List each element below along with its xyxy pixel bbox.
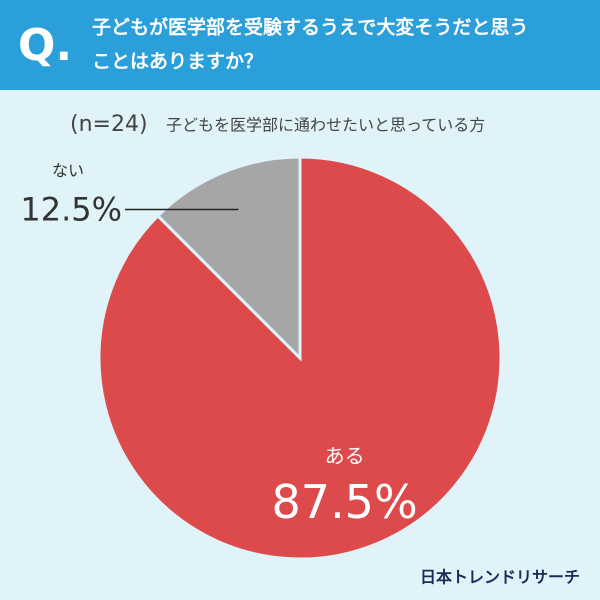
title-line: ことはありますか？ [92, 51, 263, 73]
sample-size: (n=24) [70, 112, 148, 137]
slice-category-label: ない [52, 161, 84, 180]
header-bar [0, 0, 600, 90]
slice-value-label: 87.5% [272, 475, 418, 529]
pie-slice [155, 155, 302, 362]
source-logo: 日本トレンドリサーチ [420, 568, 580, 587]
title-line: 子どもが医学部を受験するうえで大変そうだと思う [92, 16, 528, 39]
badge: Q. [18, 20, 72, 71]
slice-category-label: ある [325, 444, 365, 468]
subtitle: 子どもを医学部に通わせたいと思っている方 [166, 116, 485, 135]
slice-value-label: 12.5% [20, 190, 122, 228]
